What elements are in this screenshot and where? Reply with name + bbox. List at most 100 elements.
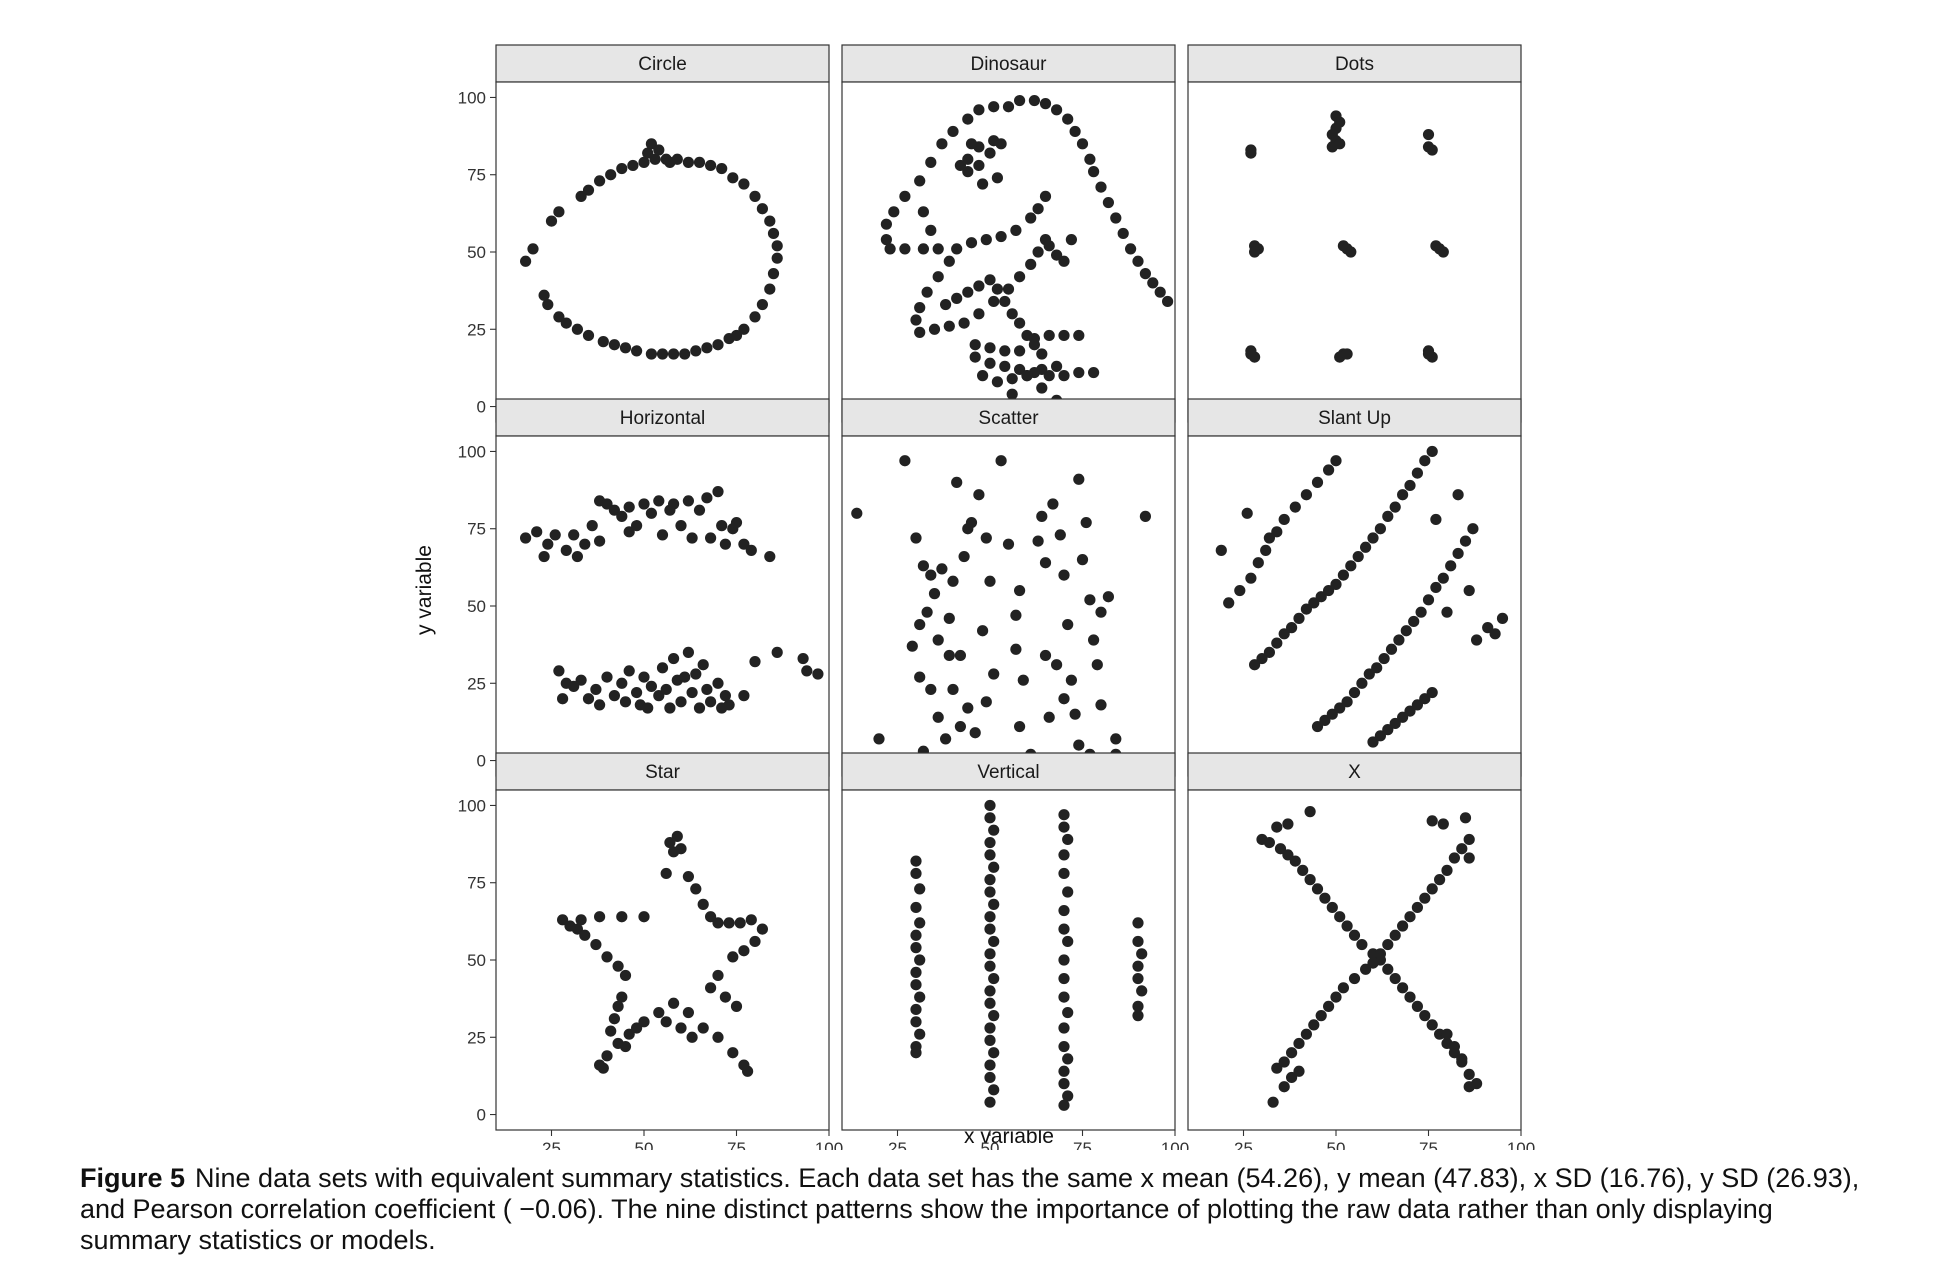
data-point — [1245, 147, 1257, 159]
data-point — [693, 504, 706, 516]
data-point — [1036, 382, 1048, 394]
data-point — [605, 169, 617, 181]
panel-x: X 25 50 75 100 — [1187, 752, 1535, 1150]
data-point — [943, 255, 955, 267]
data-point — [1382, 938, 1394, 951]
data-point — [928, 588, 941, 600]
data-point — [910, 1003, 922, 1016]
data-point — [1278, 628, 1290, 640]
x-axis-title: x variable — [964, 1125, 1054, 1148]
data-point — [653, 1006, 665, 1019]
data-point — [1278, 1081, 1290, 1093]
data-point — [1125, 243, 1137, 255]
data-point — [749, 656, 761, 668]
data-point — [951, 476, 963, 488]
data-point — [1249, 659, 1261, 671]
data-point — [638, 156, 650, 168]
data-point — [1036, 510, 1048, 522]
data-point — [1039, 557, 1052, 569]
data-point — [1271, 1062, 1283, 1074]
data-point — [1058, 991, 1070, 1003]
data-point — [1352, 550, 1364, 563]
data-point — [1286, 1047, 1298, 1059]
data-point — [973, 489, 985, 501]
data-point — [1010, 609, 1022, 621]
data-point — [880, 218, 893, 230]
data-point — [1043, 329, 1055, 342]
data-point — [980, 696, 992, 708]
data-point — [991, 172, 1004, 184]
data-point — [645, 348, 658, 360]
data-point — [582, 693, 595, 705]
data-point — [668, 997, 680, 1009]
data-point — [995, 138, 1007, 150]
data-point — [668, 498, 680, 510]
data-point — [1073, 473, 1085, 485]
data-point — [601, 498, 613, 510]
data-point — [1132, 1010, 1144, 1022]
data-point — [1419, 693, 1431, 705]
data-point — [1062, 1090, 1074, 1102]
data-point — [1139, 268, 1151, 280]
data-point — [925, 569, 937, 581]
data-point — [1348, 929, 1361, 941]
data-point — [1139, 510, 1151, 522]
data-point — [1102, 196, 1114, 209]
data-point — [1397, 711, 1409, 723]
data-point — [1051, 360, 1063, 372]
data-point — [1088, 634, 1100, 646]
y-tick-label: 75 — [467, 166, 486, 185]
data-point — [745, 544, 757, 556]
data-point — [1422, 594, 1435, 606]
data-point — [899, 190, 911, 202]
data-point — [1095, 181, 1107, 193]
data-point — [619, 696, 632, 708]
data-point — [1154, 286, 1166, 298]
data-point — [1058, 1099, 1070, 1111]
data-point — [988, 668, 1000, 680]
data-point — [623, 665, 635, 677]
data-point — [969, 727, 981, 739]
data-point — [1337, 569, 1349, 581]
data-point — [734, 917, 746, 929]
data-point — [1039, 649, 1052, 662]
panel-title: Star — [645, 762, 681, 783]
data-point — [984, 147, 996, 159]
data-point — [1463, 852, 1475, 864]
y-tick-label: 75 — [467, 520, 486, 539]
data-point — [899, 243, 911, 255]
data-point — [1132, 960, 1144, 972]
data-point — [1345, 246, 1357, 258]
data-point — [980, 234, 992, 246]
data-point — [553, 206, 565, 218]
data-point — [910, 929, 922, 941]
data-point — [749, 935, 761, 948]
x-tick-label: 50 — [635, 1139, 654, 1150]
y-axis-title: y variable — [413, 545, 436, 635]
data-point — [1389, 929, 1401, 941]
data-point — [917, 560, 930, 572]
data-point — [1043, 370, 1055, 382]
data-point — [1014, 363, 1026, 376]
data-point — [1263, 532, 1275, 544]
data-point — [932, 711, 944, 723]
data-point — [988, 1010, 1000, 1022]
data-point — [660, 1016, 672, 1028]
data-point — [542, 298, 554, 311]
data-point — [1426, 1019, 1438, 1031]
data-point — [1282, 849, 1294, 861]
data-point — [973, 308, 985, 320]
data-point — [645, 507, 658, 519]
data-point — [1411, 467, 1423, 479]
data-point — [1363, 668, 1375, 680]
data-point — [1241, 507, 1253, 519]
data-point — [1058, 867, 1070, 880]
data-point — [701, 342, 713, 354]
data-point — [767, 227, 780, 240]
data-point — [605, 1025, 617, 1037]
data-point — [1058, 329, 1070, 342]
data-point — [999, 360, 1011, 372]
data-point — [984, 1059, 996, 1071]
data-point — [1286, 622, 1298, 634]
data-point — [1039, 190, 1052, 202]
